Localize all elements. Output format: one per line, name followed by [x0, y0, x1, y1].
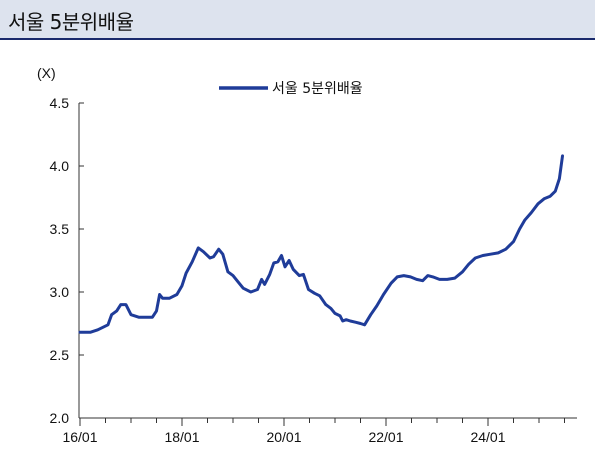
page-title: 서울 5분위배율	[8, 10, 134, 34]
x-tick-label: 20/01	[266, 429, 301, 445]
legend-label: 서울 5분위배율	[272, 81, 363, 97]
y-tick-label: 4.5	[50, 95, 70, 111]
y-tick-label: 3.0	[50, 284, 70, 300]
y-tick-label: 4.0	[50, 158, 70, 174]
y-tick-label: 2.5	[50, 347, 70, 363]
x-tick-label: 22/01	[368, 429, 403, 445]
x-tick-label: 18/01	[164, 429, 199, 445]
axes: 2.0 2.5 3.0 3.5 4.0 4.5 16/01 18/01 20/01 22/01 24…	[50, 95, 577, 445]
legend: 서울 5분위배율	[219, 81, 363, 97]
x-tick-label: 24/01	[470, 429, 505, 445]
title-bar: 서울 5분위배율	[0, 0, 595, 40]
y-tick-label: 3.5	[50, 221, 70, 237]
series-line	[78, 154, 564, 334]
y-tick-label: 2.0	[50, 410, 70, 426]
y-axis-unit-label: (X)	[37, 65, 56, 81]
x-tick-label: 16/01	[62, 429, 97, 445]
series-layer	[78, 154, 564, 334]
